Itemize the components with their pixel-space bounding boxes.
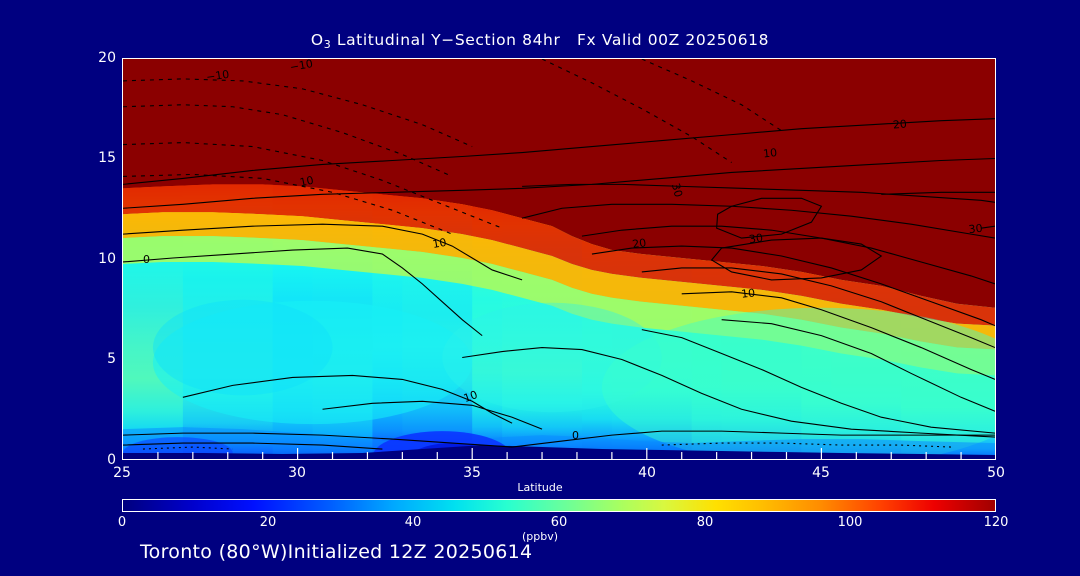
- x-axis-ticks-bottom: [157, 448, 962, 459]
- green-region-east: [601, 307, 995, 459]
- contour-positive: [123, 118, 995, 450]
- x-tick-35: 35: [463, 465, 481, 481]
- contour-label-0-lower: 0: [572, 429, 579, 442]
- colorbar-tick-40: 40: [404, 515, 422, 530]
- cyan-pocket-west: [152, 300, 473, 425]
- ozone-field-svg: −10 −10 0 10 10 10 20 20 30 30 30 10 10 …: [123, 59, 995, 459]
- contour-label-10-upperright: 10: [762, 146, 777, 160]
- contour-label-10-upperleft: 10: [299, 174, 315, 190]
- stratosphere-region: [123, 59, 995, 308]
- contour-label-30-vertical: 30: [669, 182, 685, 199]
- contour-label-10-lower: 10: [462, 388, 480, 405]
- contour-label-20-upperright: 20: [892, 117, 907, 131]
- colorbar-gradient: [122, 499, 996, 512]
- cyan-pocket-mid: [442, 302, 662, 413]
- contour-label-20-mid: 20: [631, 236, 647, 251]
- surface-minimum-band: [123, 445, 995, 459]
- ozone-heatmap: −10 −10 0 10 10 10 20 20 30 30 30 10 10 …: [123, 59, 995, 459]
- colorbar[interactable]: 0 20 40 60 80 100 120: [118, 499, 1008, 529]
- y-tick-20: 20: [98, 50, 116, 66]
- colorbar-tick-100: 100: [837, 515, 863, 530]
- colorbar-tick-60: 60: [550, 515, 568, 530]
- x-axis-label: Latitude: [517, 481, 563, 494]
- x-tick-40: 40: [638, 465, 656, 481]
- contour-label-30-mid: 30: [748, 231, 764, 246]
- y-tick-10: 10: [98, 251, 116, 267]
- contour-label-neg10-a: −10: [205, 68, 230, 84]
- contour-label-0-left: 0: [143, 253, 150, 266]
- y-tick-5: 5: [107, 351, 116, 367]
- axis-tick-marks: [157, 448, 962, 459]
- contour-negative-10: [123, 59, 782, 235]
- y-tick-0: 0: [107, 452, 116, 468]
- tropopause-transition-red: [123, 184, 995, 326]
- title-text: Latitudinal Y−Section 84hr Fx Valid 00Z …: [331, 31, 770, 49]
- upper-troposphere-green: [123, 236, 995, 376]
- colorbar-tick-0: 0: [117, 515, 127, 530]
- figure-title: O3 Latitudinal Y−Section 84hr Fx Valid 0…: [0, 31, 1080, 51]
- colorbar-unit-label: (ppbv): [521, 530, 559, 543]
- x-tick-30: 30: [288, 465, 306, 481]
- x-tick-45: 45: [812, 465, 830, 481]
- contour-label-10-mid: 10: [432, 236, 448, 251]
- x-tick-25: 25: [113, 465, 131, 481]
- colorbar-tick-80: 80: [696, 515, 714, 530]
- colorbar-tick-20: 20: [259, 515, 277, 530]
- title-species: O: [310, 31, 324, 49]
- contour-labels: −10 −10 0 10 10 10 20 20 30 30 30 10 10 …: [143, 59, 983, 442]
- cyan-pocket-west-core: [152, 299, 333, 396]
- plot-area[interactable]: −10 −10 0 10 10 10 20 20 30 30 30 10 10 …: [122, 58, 996, 460]
- contour-label-10-lowerright: 10: [741, 286, 756, 300]
- boundary-layer-blue: [123, 427, 995, 459]
- figure-caption: Toronto (80°W)Initialized 12Z 20250614: [140, 541, 533, 563]
- contour-label-30-right: 30: [968, 222, 983, 236]
- title-subscript: 3: [323, 38, 332, 51]
- contour-lines: [123, 59, 995, 450]
- tropopause-transition-yellow: [123, 212, 995, 350]
- ozone-color-bands: [123, 59, 995, 459]
- y-tick-15: 15: [98, 150, 116, 166]
- colorbar-tick-120: 120: [983, 515, 1009, 530]
- y-tick-labels: 20 15 10 5 0: [66, 0, 116, 576]
- x-tick-labels: 25 30 35 40 45 50: [0, 466, 1080, 486]
- contour-label-neg10-b: −10: [289, 59, 314, 74]
- x-tick-50: 50: [987, 465, 1005, 481]
